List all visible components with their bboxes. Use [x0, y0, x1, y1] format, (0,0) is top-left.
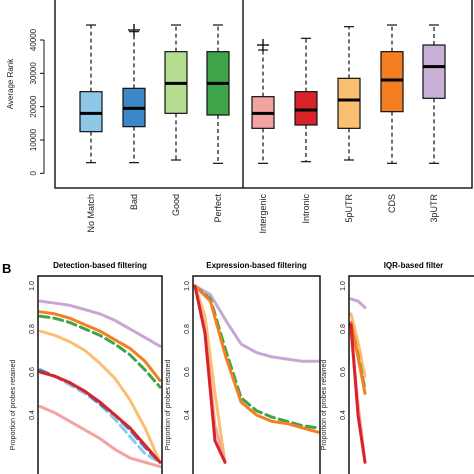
box-perfect	[206, 24, 230, 164]
x-tick-label: No Match	[86, 194, 96, 233]
series-lines	[38, 299, 162, 469]
y-axis-label: Average Rank	[6, 58, 15, 110]
x-tick-label: CDS	[387, 194, 397, 213]
y-axis-label: Proportion of probes retained	[10, 360, 17, 451]
y-tick-label: 0	[29, 171, 38, 176]
series-line	[38, 310, 162, 383]
box-body	[294, 91, 318, 126]
panel-3: IQR-based filter Proportion of probes ret…	[321, 261, 474, 474]
box-intergenic	[251, 39, 275, 164]
series-line	[38, 314, 162, 389]
panel-frame	[348, 275, 474, 474]
series-line	[38, 370, 162, 464]
panel-frame	[37, 275, 163, 474]
series-line	[38, 404, 162, 469]
y-axis-label: Proportion of probes retained	[321, 360, 328, 451]
box-body	[380, 51, 404, 113]
series-lines	[193, 284, 320, 464]
panel-title: IQR-based filter	[384, 261, 444, 270]
panel-title: Detection-based filtering	[53, 261, 147, 270]
y-tick-label: 0.4	[340, 410, 347, 420]
y-axis: 0 10000 20000 30000 40000	[29, 28, 45, 176]
series-lines	[349, 297, 367, 464]
panel-b: B Detection-based filtering Proportion of…	[2, 261, 474, 474]
y-tick-label: 1.0	[29, 281, 36, 291]
series-line	[349, 323, 367, 464]
y-tick-label: 30000	[29, 62, 38, 85]
series-line	[193, 284, 320, 434]
series-line	[349, 312, 367, 378]
y-tick-label: 0.8	[29, 324, 36, 334]
box-5putr	[337, 26, 361, 161]
plot-frame	[54, 0, 473, 189]
x-tick-label: Good	[171, 194, 181, 216]
panel-frame	[192, 275, 321, 474]
y-tick-label: 0.6	[184, 367, 191, 377]
x-tick-label: 5pUTR	[344, 194, 354, 223]
box-intronic	[294, 37, 318, 163]
y-tick-label: 0.8	[340, 324, 347, 334]
y-tick-label: 0.8	[184, 324, 191, 334]
x-tick-label: Perfect	[213, 194, 223, 223]
panel-a: Average Rank 0 10000 20000 30000 40000 No Ma…	[6, 0, 473, 234]
box-cds	[380, 24, 404, 164]
series-line	[193, 284, 320, 363]
series-line	[38, 299, 162, 348]
box-good	[164, 24, 188, 161]
y-tick-label: 1.0	[184, 281, 191, 291]
box-body	[79, 91, 103, 133]
series-line	[38, 370, 162, 464]
y-tick-label: 0.6	[29, 367, 36, 377]
y-axis-label: Proportion of probes retained	[165, 360, 172, 451]
panel-1: Detection-based filtering Proportion of p…	[10, 261, 163, 474]
x-tick-label: 3pUTR	[429, 194, 439, 223]
panel-2: Expression-based filtering Proportion of …	[165, 261, 321, 474]
box-body	[422, 44, 446, 99]
x-tick-label: Intergenic	[258, 194, 268, 234]
y-tick-label: 10000	[29, 128, 38, 151]
y-tick-label: 40000	[29, 28, 38, 51]
box-3putr	[422, 24, 446, 164]
panel-title: Expression-based filtering	[206, 261, 307, 270]
y-tick-label: 20000	[29, 95, 38, 118]
y-tick-label: 0.6	[340, 367, 347, 377]
y-tick-label: 1.0	[340, 281, 347, 291]
series-line	[38, 329, 162, 464]
line-panels: Detection-based filtering Proportion of p…	[10, 261, 474, 474]
y-tick-label: 0.4	[29, 410, 36, 420]
y-tick-label: 0.4	[184, 410, 191, 420]
series-line	[349, 297, 367, 309]
box-no-match	[79, 24, 103, 164]
x-tick-labels: No Match Bad Good Perfect Intergenic Intronic…	[86, 194, 439, 234]
series-line	[349, 321, 367, 395]
series-line	[193, 284, 227, 464]
panel-label: B	[2, 261, 11, 276]
x-tick-label: Intronic	[301, 194, 311, 224]
box-body	[337, 77, 361, 129]
box-bad	[122, 24, 146, 164]
box-plots	[79, 24, 446, 164]
x-tick-label: Bad	[129, 194, 139, 210]
